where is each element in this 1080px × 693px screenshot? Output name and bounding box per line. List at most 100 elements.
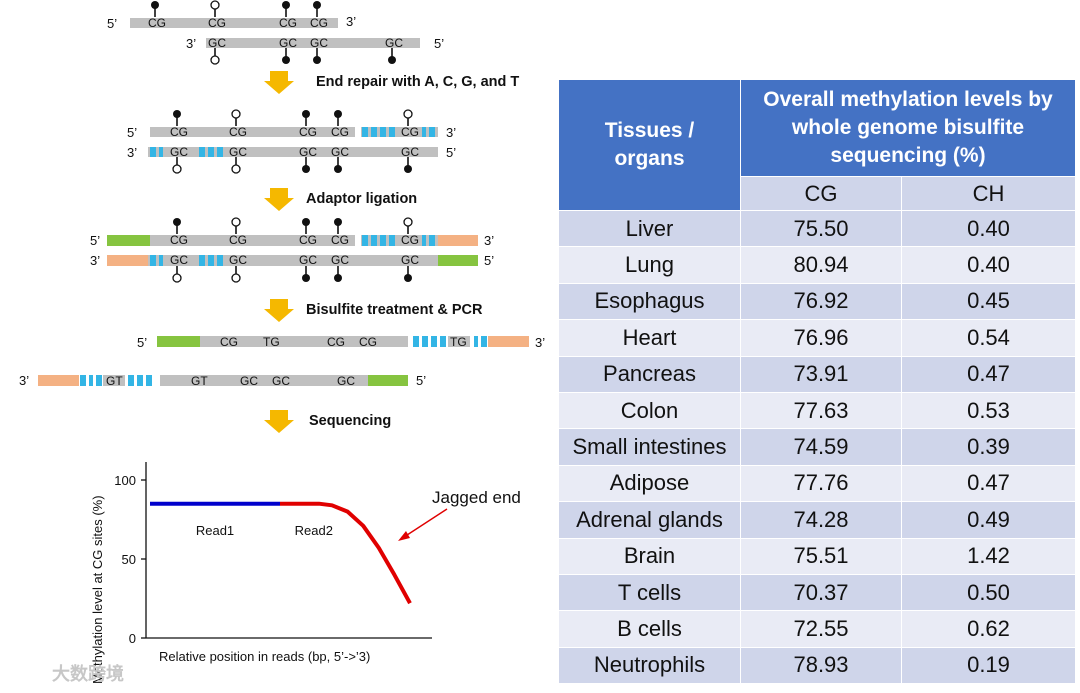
subheader-ch: CH xyxy=(901,176,1076,211)
top-strand xyxy=(150,235,355,246)
cg-site-label: CG xyxy=(229,125,247,139)
cg-site-label: CG xyxy=(279,16,297,30)
top-strand xyxy=(200,336,408,347)
gc-site-label: GC xyxy=(401,145,419,159)
five-prime-label: 5’ xyxy=(484,253,494,268)
gc-site-label: GC xyxy=(401,253,419,267)
methylated-cpg-marker xyxy=(312,47,322,65)
step-arrow xyxy=(264,299,294,322)
step-arrow xyxy=(264,188,294,211)
top-strand-repair xyxy=(361,127,438,137)
gc-site-label: GC xyxy=(385,36,403,50)
table-row: B cells 72.55 0.62 xyxy=(558,610,1076,648)
cg-value-cell: 76.92 xyxy=(740,282,902,321)
dna-stage-bisulfite-converted: 5’ 3’ CG TG CG CG TG 3’ 5’ GT GT GC GC G… xyxy=(19,335,545,388)
tissue-cell: Heart xyxy=(558,319,741,357)
table-row: Heart 76.96 0.54 xyxy=(558,319,1076,357)
cg-value-cell: 74.28 xyxy=(740,501,902,539)
cg-site-label: CG xyxy=(148,16,166,30)
ch-value-cell: 0.50 xyxy=(901,573,1076,612)
table-row: Esophagus 76.92 0.45 xyxy=(558,282,1076,321)
gc-site-label: GC xyxy=(331,145,349,159)
table-row: Small intestines 74.59 0.39 xyxy=(558,428,1076,466)
tissue-cell: Adrenal glands xyxy=(558,501,741,539)
cg-value-cell: 72.55 xyxy=(740,610,902,648)
gc-site-label: GC xyxy=(299,253,317,267)
cg-value-cell: 77.76 xyxy=(740,464,902,503)
gc-site-label: GC xyxy=(170,253,188,267)
table-row: Pancreas 73.91 0.47 xyxy=(558,355,1076,393)
five-prime-label: 5’ xyxy=(446,145,456,160)
series-line-read2 xyxy=(280,501,412,605)
step-label-adaptor-ligation: Adaptor ligation xyxy=(306,191,417,207)
ch-value-cell: 0.54 xyxy=(901,319,1076,357)
tissue-cell: T cells xyxy=(558,573,741,612)
cg-site-label: CG xyxy=(220,335,238,349)
gc-site-label: GC xyxy=(299,145,317,159)
tissue-cell: Neutrophils xyxy=(558,646,741,685)
five-prime-label: 5’ xyxy=(90,233,100,248)
unmethylated-cpg-marker xyxy=(403,217,413,235)
three-prime-label: 3’ xyxy=(186,36,196,51)
wgbs-workflow-diagram: 5’ 3’ 3’ 5’ CG CG CG CG GC GC GC GC End … xyxy=(19,0,545,684)
top-strand xyxy=(150,127,355,137)
cg-value-cell: 76.96 xyxy=(740,319,902,357)
ch-value-cell: 0.39 xyxy=(901,428,1076,466)
x-axis-label: Relative position in reads (bp, 5’->’3) xyxy=(159,649,370,664)
adaptor-green xyxy=(107,235,150,246)
methylated-cpg-marker xyxy=(333,109,343,127)
ch-value-cell: 0.40 xyxy=(901,209,1076,248)
tissue-cell: Pancreas xyxy=(558,355,741,393)
methylated-cpg-marker xyxy=(333,156,343,174)
five-prime-label: 5’ xyxy=(416,373,426,388)
methylated-cpg-marker xyxy=(301,109,311,127)
cg-site-label: CG xyxy=(170,233,188,247)
cg-site-label: CG xyxy=(299,125,317,139)
table-row: Adipose 77.76 0.47 xyxy=(558,464,1076,503)
cg-value-cell: 75.51 xyxy=(740,537,902,575)
five-prime-label: 5’ xyxy=(107,16,117,31)
cg-site-label: CG xyxy=(331,233,349,247)
watermark: 大数跨境 xyxy=(52,663,124,684)
tissue-cell: Adipose xyxy=(558,464,741,503)
y-tick-label: 100 xyxy=(114,473,136,488)
ch-value-cell: 0.47 xyxy=(901,355,1076,393)
table-row: Colon 77.63 0.53 xyxy=(558,391,1076,430)
cg-site-label: CG xyxy=(401,125,419,139)
ch-value-cell: 0.47 xyxy=(901,464,1076,503)
methylated-cpg-marker xyxy=(312,0,322,18)
ch-value-cell: 0.40 xyxy=(901,246,1076,284)
table-row: T cells 70.37 0.50 xyxy=(558,573,1076,612)
ch-value-cell: 0.45 xyxy=(901,282,1076,321)
cg-site-label: CG xyxy=(331,125,349,139)
unmethylated-cpg-marker xyxy=(231,265,241,283)
three-prime-label: 3’ xyxy=(127,145,137,160)
tissue-cell: B cells xyxy=(558,610,741,648)
methylated-cpg-marker xyxy=(333,265,343,283)
cg-value-cell: 73.91 xyxy=(740,355,902,393)
cg-site-label: CG xyxy=(310,16,328,30)
bottom-strand xyxy=(160,375,368,386)
cg-site-label: CG xyxy=(299,233,317,247)
tissue-cell: Liver xyxy=(558,209,741,248)
step-label-end-repair: End repair with A, C, G, and T xyxy=(316,74,519,90)
five-prime-label: 5’ xyxy=(434,36,444,51)
tissue-cell: Lung xyxy=(558,246,741,284)
y-tick-label: 0 xyxy=(129,631,136,646)
methylated-cpg-marker xyxy=(301,217,311,235)
three-prime-label: 3’ xyxy=(484,233,494,248)
gc-site-label: GC xyxy=(208,36,226,50)
methylated-cpg-marker xyxy=(172,109,182,127)
adaptor-peach xyxy=(38,375,79,386)
methylated-cpg-marker xyxy=(150,0,160,18)
three-prime-label: 3’ xyxy=(446,125,456,140)
table-row: Brain 75.51 1.42 xyxy=(558,537,1076,575)
three-prime-label: 3’ xyxy=(346,14,356,29)
tissue-cell: Brain xyxy=(558,537,741,575)
gc-site-label: GC xyxy=(337,374,355,388)
annotation-jagged-end: Jagged end xyxy=(432,488,521,507)
adaptor-peach xyxy=(107,255,148,266)
dna-stage-end-repaired: 5’ 3’ 3’ 5’ CG CG CG CG CG GC GC GC GC G… xyxy=(127,109,456,174)
gc-site-label: GC xyxy=(279,36,297,50)
methylated-cpg-marker xyxy=(333,217,343,235)
